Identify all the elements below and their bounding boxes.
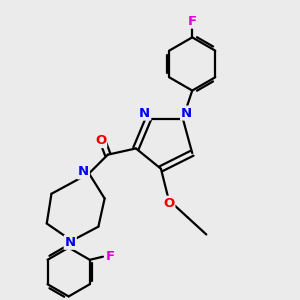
Text: O: O [163, 197, 174, 210]
Text: N: N [139, 106, 150, 120]
Text: N: N [65, 236, 76, 249]
Text: N: N [78, 165, 89, 178]
Text: F: F [106, 250, 115, 262]
Text: N: N [181, 106, 192, 120]
Text: O: O [95, 134, 106, 147]
Text: F: F [188, 15, 197, 28]
